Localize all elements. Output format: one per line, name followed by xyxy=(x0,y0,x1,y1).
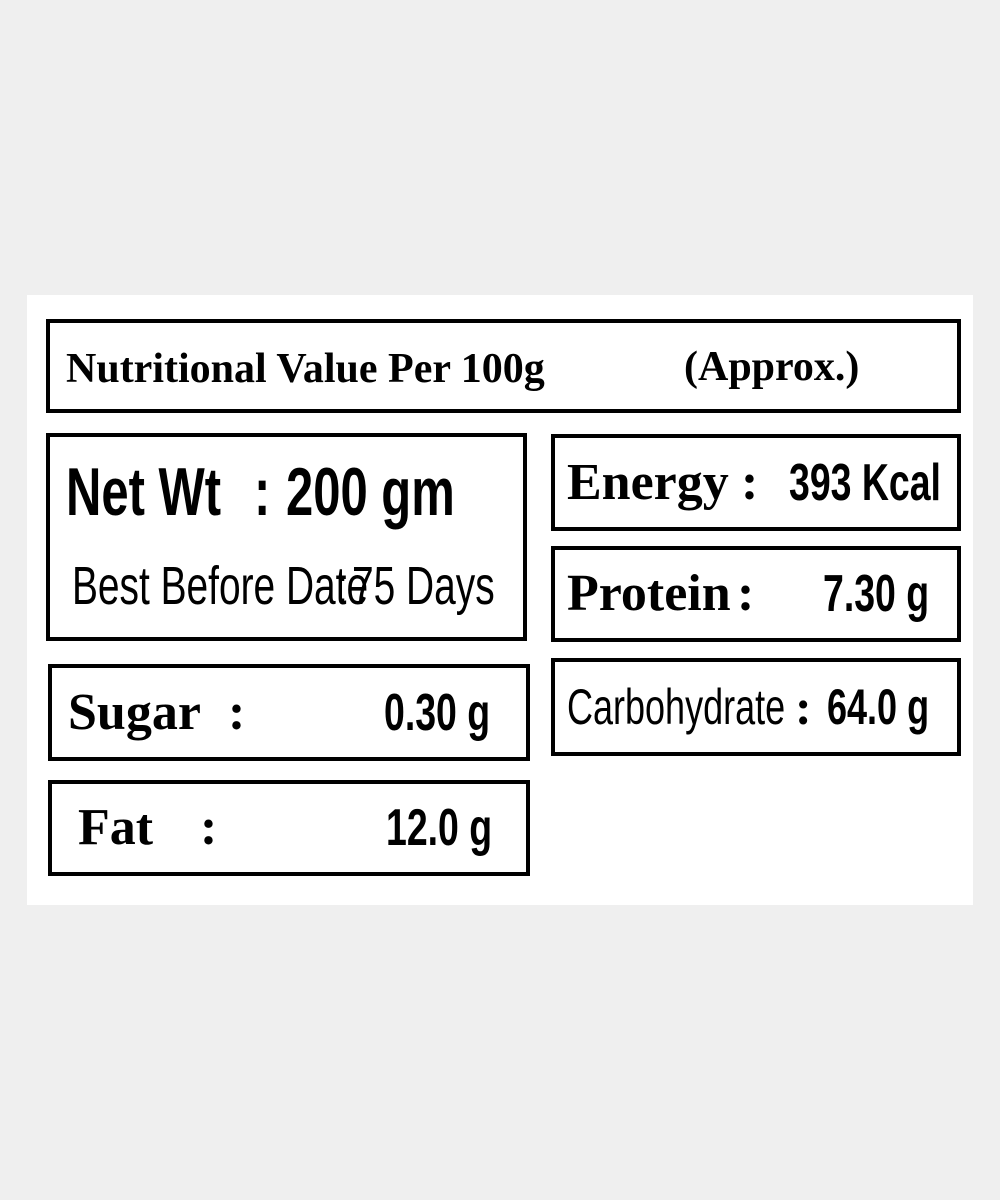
nutrient-label: Protein xyxy=(567,565,731,623)
nutrient-separator: : xyxy=(228,683,246,741)
nutrient-separator: : xyxy=(741,453,759,511)
nutrient-value: 7.30 g xyxy=(823,565,930,624)
nutrient-label: Fat xyxy=(78,799,154,857)
net-weight-value: 200 gm xyxy=(286,454,455,530)
best-before-label: Best Before Date xyxy=(72,556,369,616)
nutrient-value: 393 Kcal xyxy=(789,453,941,512)
nutrient-box: Carbohydrate:64.0 g xyxy=(551,658,961,756)
nutrient-box: Sugar: 0.30 g xyxy=(48,664,530,761)
nutrient-box: Energy:393 Kcal xyxy=(551,434,961,531)
nutrient-separator: : xyxy=(795,679,812,736)
title-box: Nutritional Value Per 100g (Approx.) xyxy=(46,319,961,413)
net-weight-separator: : xyxy=(254,454,271,530)
nutrient-label: Carbohydrate xyxy=(567,679,786,736)
nutrient-separator: : xyxy=(200,799,218,857)
nutrient-value: 0.30 g xyxy=(384,683,491,742)
title: Nutritional Value Per 100g xyxy=(66,346,545,392)
nutrient-separator: : xyxy=(737,565,755,623)
nutrient-value: 12.0 g xyxy=(386,799,493,858)
nutrient-value: 64.0 g xyxy=(827,679,930,736)
best-before-value: 75 Days xyxy=(352,556,495,616)
nutrient-box: Protein: 7.30 g xyxy=(551,546,961,642)
nutrient-box: Fat: 12.0 g xyxy=(48,780,530,876)
net-weight-label: Net Wt xyxy=(66,454,222,530)
nutrient-label: Sugar xyxy=(68,683,201,741)
approx-note: (Approx.) xyxy=(684,344,860,390)
best-before-separator: : xyxy=(337,556,348,616)
net-weight-box: Net Wt : 200 gm Best Before Date : 75 Da… xyxy=(46,433,527,641)
nutrient-label: Energy xyxy=(567,453,729,511)
